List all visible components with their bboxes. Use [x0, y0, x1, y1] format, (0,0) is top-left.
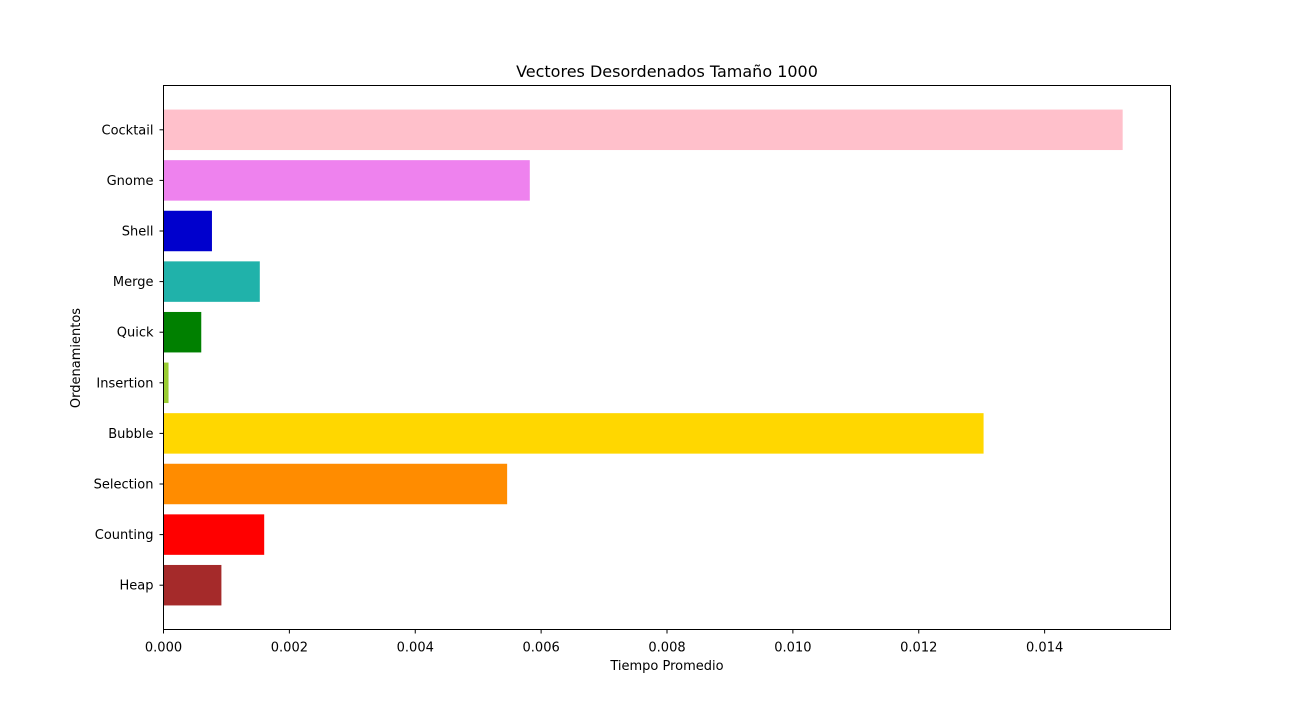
x-tick-label-0: 0.000	[145, 641, 182, 656]
bars-group	[163, 109, 1123, 606]
bar-gnome	[163, 160, 530, 201]
x-tick-label-3: 0.006	[523, 641, 560, 656]
y-tick-label-heap: Heap	[120, 579, 154, 594]
chart-title: Vectores Desordenados Tamaño 1000	[516, 62, 818, 81]
y-tick-label-quick: Quick	[117, 326, 154, 341]
x-tick-label-5: 0.010	[774, 641, 811, 656]
bar-bubble	[163, 413, 984, 454]
y-tick-label-bubble: Bubble	[108, 427, 153, 442]
bar-shell	[163, 210, 212, 252]
x-tick-label-6: 0.012	[900, 641, 937, 656]
y-tick-label-selection: Selection	[94, 478, 154, 493]
y-axis: Heap Counting Selection Bubble Insertion Quic…	[94, 123, 164, 594]
bar-quick	[163, 311, 202, 353]
bar-cocktail	[163, 109, 1123, 151]
y-tick-label-counting: Counting	[95, 528, 154, 543]
x-axis: 0.000 0.002 0.004 0.006 0.008 0.010 0.012 0.014	[145, 629, 1063, 656]
y-tick-label-shell: Shell	[122, 225, 154, 240]
bar-merge	[163, 261, 260, 302]
y-tick-label-merge: Merge	[113, 275, 154, 290]
bar-counting	[163, 514, 265, 555]
x-tick-label-7: 0.014	[1026, 641, 1063, 656]
x-tick-label-2: 0.004	[397, 641, 434, 656]
y-tick-label-insertion: Insertion	[96, 376, 153, 391]
y-axis-label: Ordenamientos	[69, 308, 84, 408]
x-axis-label: Tiempo Promedio	[609, 659, 723, 674]
x-tick-label-4: 0.008	[648, 641, 685, 656]
bar-heap	[163, 564, 222, 606]
x-tick-label-1: 0.002	[271, 641, 308, 656]
y-tick-label-gnome: Gnome	[107, 174, 154, 189]
y-tick-label-cocktail: Cocktail	[102, 123, 154, 138]
bar-insertion	[163, 362, 169, 404]
bar-selection	[163, 463, 508, 505]
